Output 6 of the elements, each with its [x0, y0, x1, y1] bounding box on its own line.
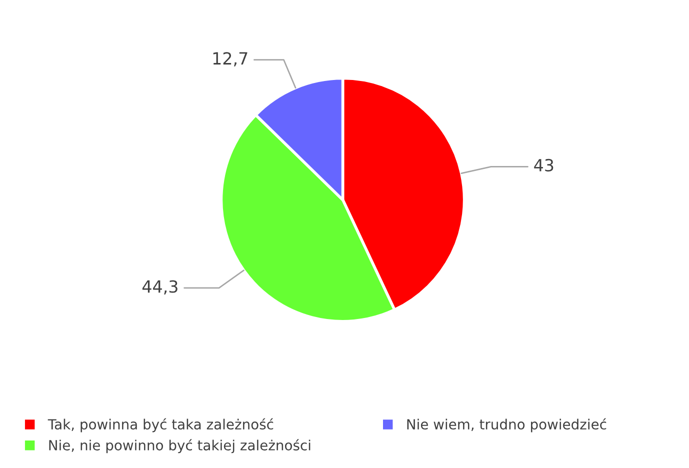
legend-label: Nie, nie powinno być takiej zależności — [49, 439, 310, 454]
legend-label: Nie wiem, trudno powiedzieć — [407, 418, 606, 432]
data-label: 12,7 — [213, 52, 248, 66]
legend-label: Tak, powinna być taka zależność — [48, 418, 274, 432]
data-label: 43 — [534, 158, 554, 172]
data-label: 44,3 — [142, 280, 178, 295]
